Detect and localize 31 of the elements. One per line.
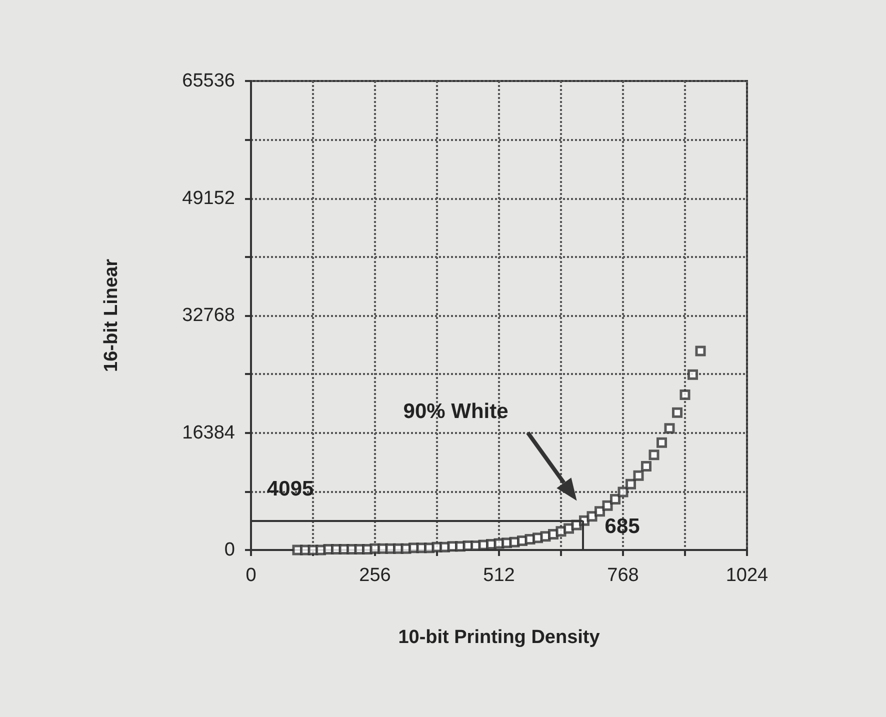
point	[564, 523, 574, 534]
point	[695, 346, 706, 356]
x-tick-label: 1024	[726, 565, 769, 586]
y-tick-label: 0	[224, 540, 235, 560]
point	[586, 511, 598, 522]
x-axis-title: 10-bit Printing Density	[398, 627, 600, 648]
y-axis-title: 16-bit Linear	[101, 258, 122, 372]
point	[664, 423, 675, 434]
point	[641, 461, 652, 472]
point	[648, 450, 660, 460]
x-tick-label: 512	[483, 565, 515, 586]
point	[618, 486, 628, 498]
x-tick-label: 0	[246, 565, 256, 586]
point	[594, 506, 605, 517]
point	[633, 470, 644, 481]
annotation: 90% White	[403, 400, 508, 424]
ref-line-label: 4095	[267, 478, 314, 501]
y-tick-label: 16384	[182, 422, 236, 444]
point	[626, 478, 636, 490]
point	[688, 369, 698, 380]
x-tick-label: 256	[359, 565, 391, 586]
y-tick-label: 49152	[182, 188, 235, 209]
point	[656, 437, 667, 448]
point	[680, 389, 690, 400]
point	[602, 500, 613, 511]
y-tick-label: 65536	[182, 70, 235, 92]
point	[610, 494, 620, 504]
ref-line-label: 685	[604, 515, 640, 538]
y-tick-label: 32768	[182, 305, 235, 326]
x-tick-label: 768	[607, 565, 639, 586]
point	[672, 407, 682, 418]
